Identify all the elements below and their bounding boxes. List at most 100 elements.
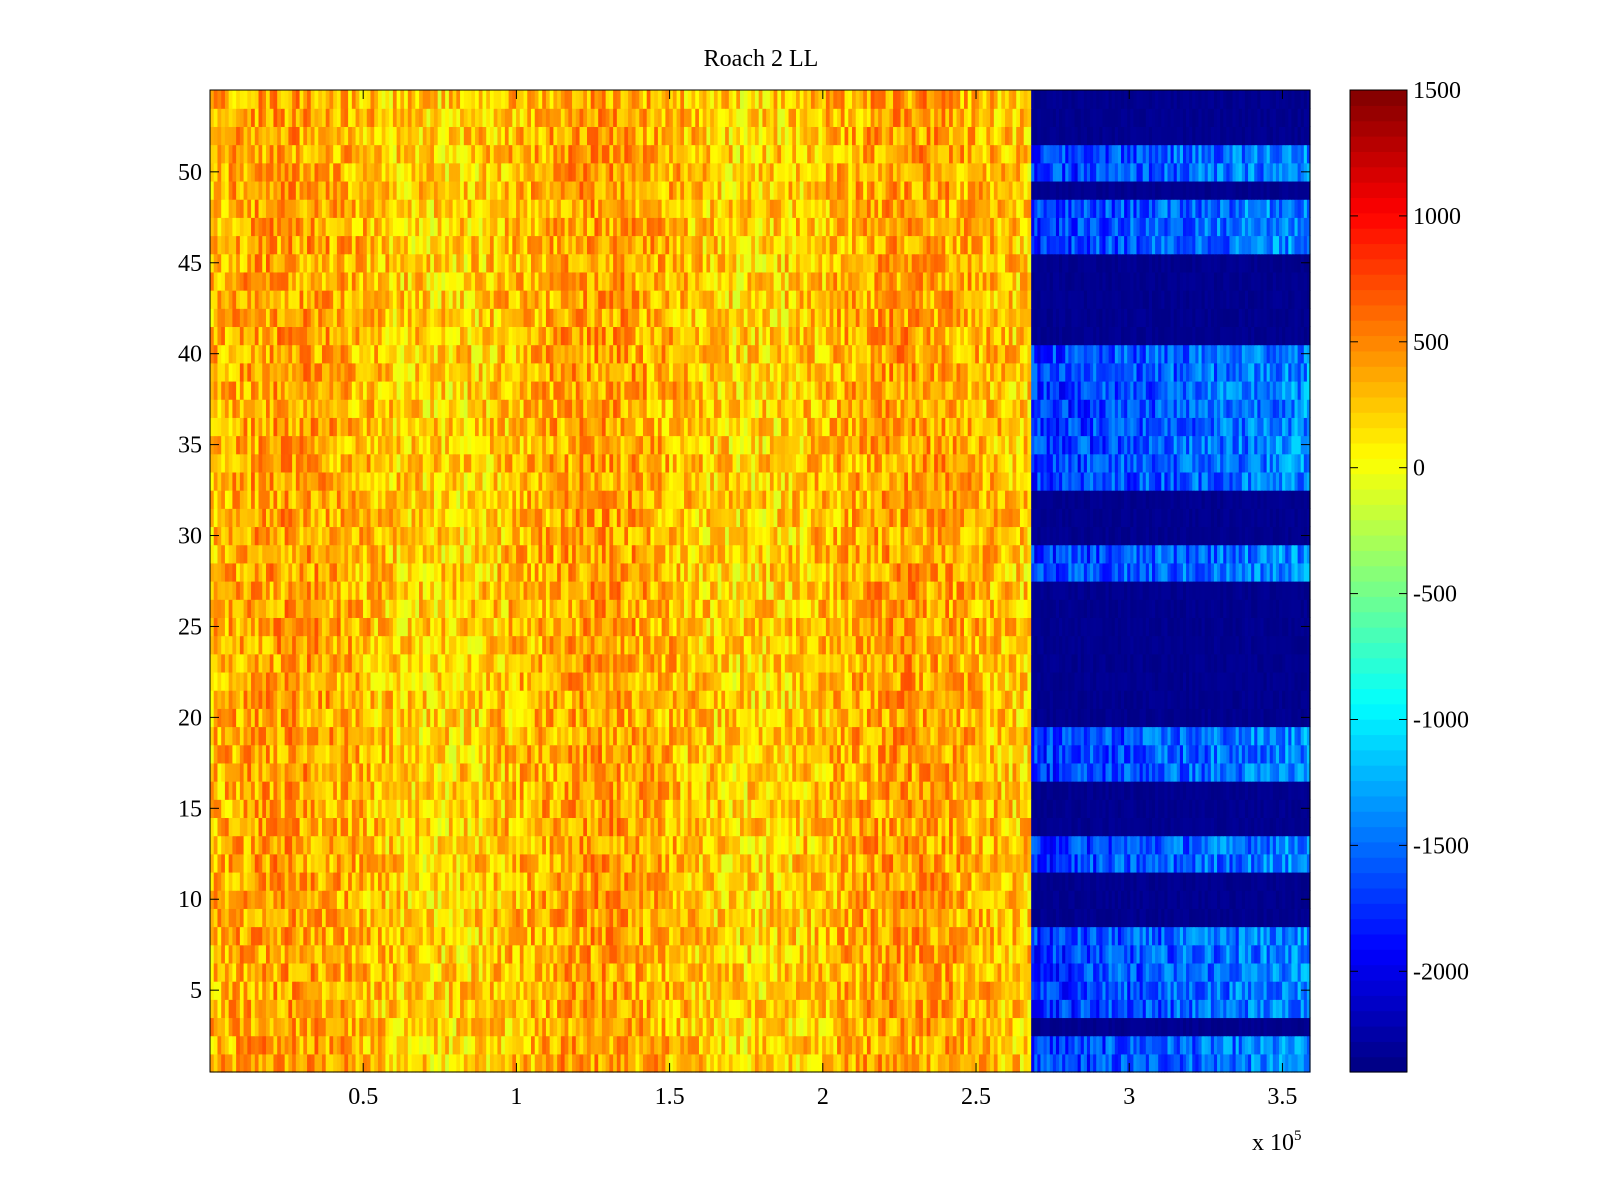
heat-cell: [504, 871, 510, 891]
heat-cell: [1241, 1017, 1246, 1037]
heat-cell: [907, 962, 913, 982]
heat-cell: [893, 944, 898, 964]
heat-cell: [489, 944, 495, 964]
heat-cell: [736, 999, 741, 1019]
heat-cell: [269, 908, 275, 928]
heat-cell: [1037, 999, 1042, 1019]
heat-cell: [579, 890, 584, 909]
heat-cell: [243, 999, 248, 1019]
heat-cell: [833, 962, 838, 982]
heat-cell: [1019, 926, 1025, 946]
heat-cell: [258, 999, 263, 1019]
heat-cell: [710, 871, 715, 891]
heat-cell: [262, 835, 267, 855]
heat-cell: [1136, 799, 1141, 819]
heat-cell: [1019, 944, 1025, 964]
heat-cell: [586, 999, 592, 1019]
heat-cell: [937, 999, 943, 1019]
heat-cell: [814, 999, 820, 1019]
heat-cell: [1204, 799, 1209, 819]
heat-cell: [740, 835, 745, 855]
heat-cell: [1306, 908, 1311, 928]
heat-cell: [1303, 835, 1308, 855]
heat-cell: [1096, 962, 1100, 982]
heat-cell: [639, 1017, 644, 1037]
heat-cell: [616, 890, 622, 909]
heat-cell: [1198, 890, 1203, 909]
heat-cell: [1117, 853, 1122, 873]
heat-cell: [213, 853, 219, 873]
heat-cell: [404, 781, 409, 800]
heat-cell: [654, 799, 659, 819]
heat-cell: [1251, 1035, 1255, 1055]
heat-cell: [971, 1017, 976, 1037]
heat-cell: [1111, 908, 1116, 928]
heat-cell: [893, 781, 898, 800]
heat-cell: [1124, 908, 1128, 928]
heat-cell: [269, 799, 275, 819]
heat-cell: [363, 853, 368, 873]
heat-cell: [519, 817, 525, 837]
heat-cell: [710, 835, 715, 855]
heat-cell: [359, 817, 364, 837]
heat-cell: [239, 908, 245, 928]
heat-cell: [1155, 853, 1159, 873]
heat-cell: [527, 1035, 532, 1055]
heat-cell: [915, 1035, 920, 1055]
heat-cell: [1192, 799, 1196, 819]
heat-cell: [1065, 962, 1069, 982]
heat-cell: [990, 799, 995, 819]
heat-cell: [881, 908, 887, 928]
heat-cell: [915, 926, 920, 946]
heat-cell: [654, 817, 659, 837]
heat-cell: [553, 890, 558, 909]
heat-cell: [885, 944, 890, 964]
heat-cell: [997, 1017, 1002, 1037]
heat-cell: [1303, 1017, 1308, 1037]
heat-cell: [601, 835, 607, 855]
heat-cell: [769, 817, 775, 837]
heat-cell: [512, 999, 517, 1019]
heat-cell: [945, 999, 950, 1019]
heat-cell: [605, 871, 610, 891]
heat-cell: [1226, 799, 1231, 819]
heat-cell: [307, 962, 312, 982]
heat-cell: [363, 890, 368, 909]
heat-cell: [1179, 781, 1184, 800]
heat-cell: [859, 890, 864, 909]
heat-cell: [635, 890, 640, 909]
heat-cell: [1142, 853, 1147, 873]
heat-cell: [273, 817, 278, 837]
heat-cell: [598, 871, 603, 891]
heat-cell: [295, 817, 301, 837]
heat-cell: [568, 781, 573, 800]
heat-cell: [564, 817, 569, 837]
heat-cell: [501, 999, 506, 1019]
heat-cell: [859, 1053, 864, 1073]
heat-cell: [736, 1035, 741, 1055]
heat-cell: [904, 1053, 909, 1073]
heat-cell: [825, 981, 831, 1000]
heat-cell: [1182, 817, 1187, 837]
heat-cell: [1124, 999, 1128, 1019]
heat-cell: [452, 962, 457, 982]
heat-cell: [1269, 999, 1274, 1019]
heat-cell: [680, 1017, 685, 1037]
heat-cell: [728, 926, 734, 946]
heat-cell: [236, 1053, 241, 1073]
heat-cell: [769, 890, 775, 909]
heat-cell: [265, 962, 271, 982]
heat-cell: [560, 890, 566, 909]
heat-cell: [945, 1053, 950, 1073]
heat-cell: [840, 908, 846, 928]
heat-cell: [1083, 781, 1088, 800]
heat-cell: [613, 962, 618, 982]
heat-cell: [866, 853, 872, 873]
heat-cell: [508, 908, 513, 928]
heat-cell: [952, 871, 958, 891]
heat-cell: [516, 799, 521, 819]
heat-cell: [1297, 871, 1302, 891]
heat-cell: [937, 817, 943, 837]
heat-cell: [426, 1053, 431, 1073]
heat-cell: [1213, 799, 1218, 819]
